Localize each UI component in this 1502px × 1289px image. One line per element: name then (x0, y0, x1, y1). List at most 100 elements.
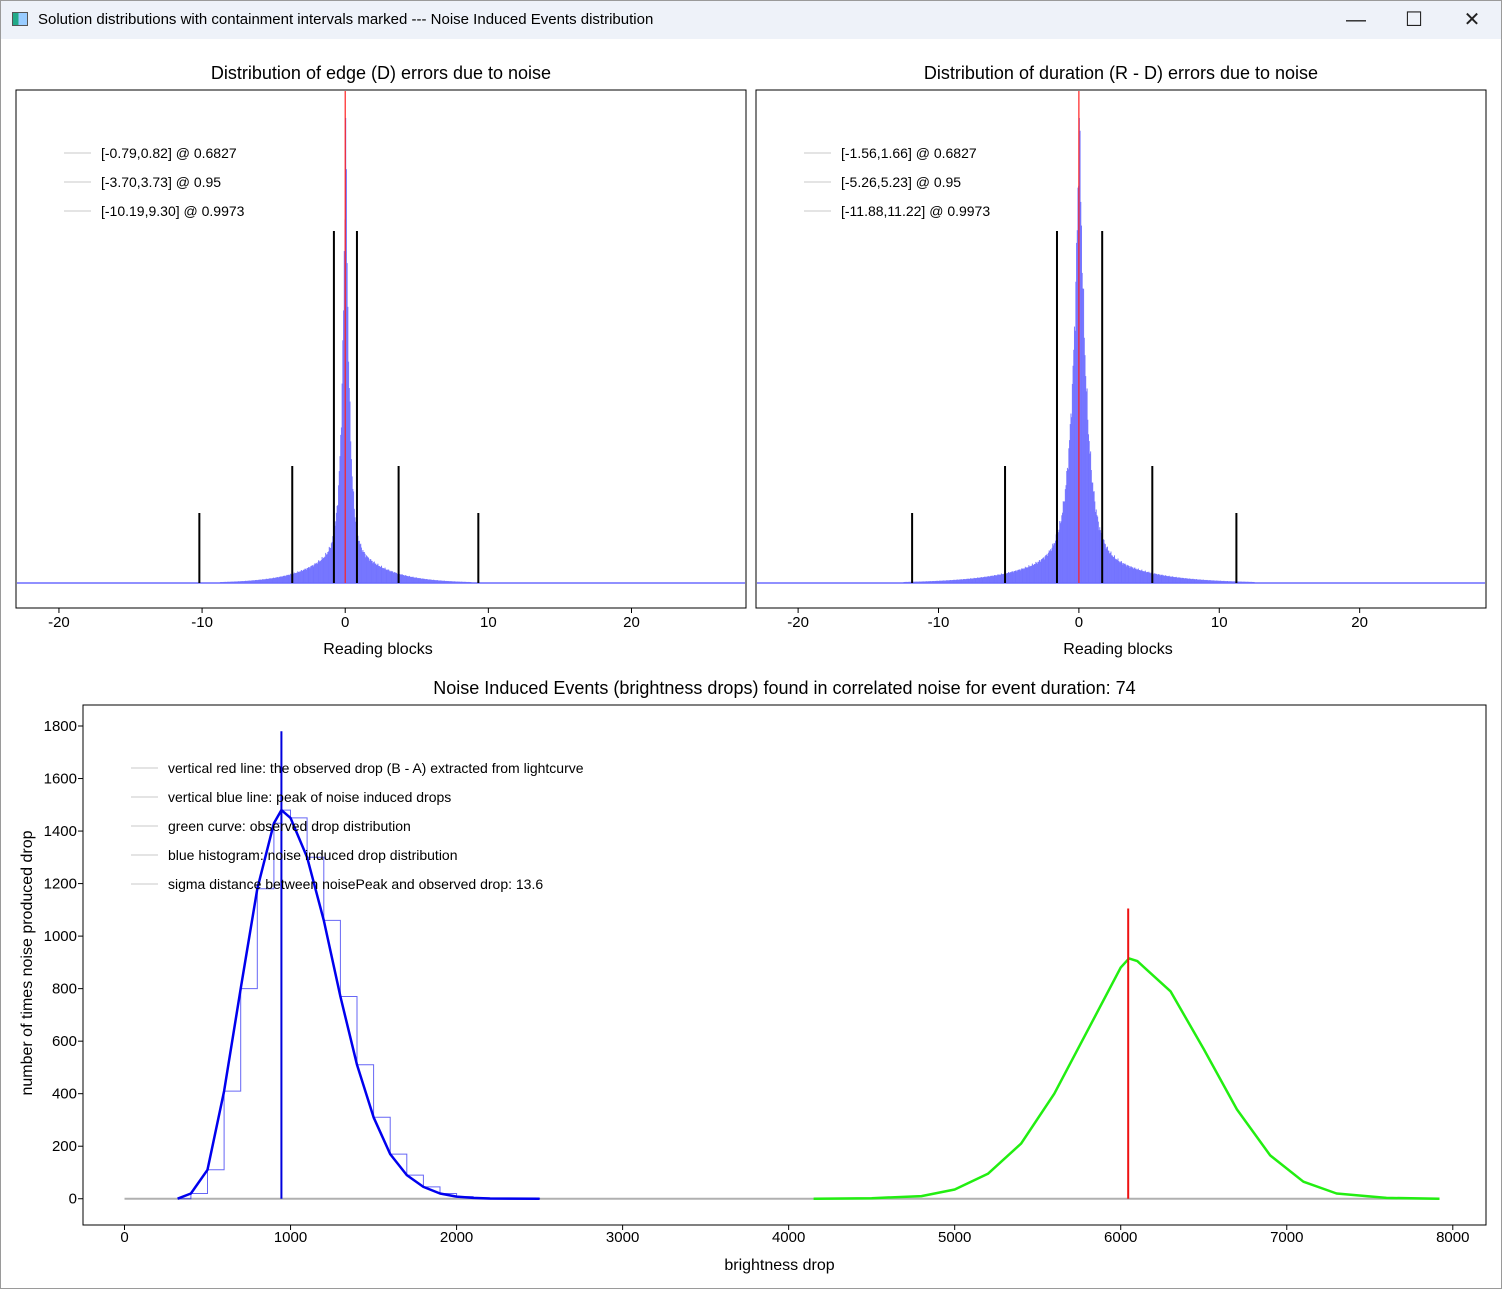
histogram-bar (318, 560, 320, 583)
histogram-bar (425, 578, 427, 583)
histogram-bar (903, 582, 905, 583)
histogram-bar (930, 581, 932, 583)
legend-label: blue histogram: noise induced drop distr… (168, 847, 458, 863)
histogram-bar (270, 578, 272, 583)
histogram-bar (1108, 550, 1110, 583)
histogram-bar (924, 581, 926, 583)
histogram-bar (322, 558, 324, 583)
histogram-bar (942, 580, 944, 583)
histogram-bar (1054, 543, 1056, 583)
histogram-bar (302, 569, 304, 583)
histogram-bar (277, 577, 279, 583)
maximize-button[interactable]: ☐ (1405, 9, 1423, 31)
histogram-bar (1193, 579, 1195, 583)
histogram-bar (224, 581, 226, 583)
histogram-bar (932, 581, 934, 583)
histogram-bar (1050, 550, 1052, 583)
histogram-bar (362, 549, 364, 583)
x-axis-label: brightness drop (724, 1257, 834, 1274)
histogram-bar (1197, 579, 1199, 583)
histogram-bar (1111, 555, 1113, 583)
histogram-bar (370, 559, 372, 583)
legend-label: vertical blue line: peak of noise induce… (168, 789, 451, 805)
close-button[interactable]: ✕ (1463, 9, 1481, 31)
histogram-bar (462, 581, 464, 583)
histogram-bar (283, 575, 285, 583)
legend-label: [-5.26,5.23] @ 0.95 (841, 174, 961, 190)
histogram-bar (1048, 552, 1049, 583)
histogram-bar (1104, 544, 1106, 583)
histogram-bar (1195, 579, 1197, 583)
histogram-bar (338, 471, 340, 583)
x-tick-label: 1000 (274, 1229, 307, 1246)
histogram-bar (1001, 574, 1003, 583)
histogram-bar (319, 560, 321, 583)
histogram-bar (1117, 558, 1119, 583)
histogram-bar (1229, 581, 1231, 583)
histogram-bar (1080, 225, 1082, 583)
histogram-bar (268, 578, 270, 583)
histogram-bar (1069, 424, 1071, 583)
histogram-bar (1132, 568, 1134, 583)
histogram-bar (945, 580, 947, 583)
histogram-bar (393, 572, 395, 583)
blue-histogram-curve (177, 808, 540, 1200)
histogram-bar (1174, 576, 1176, 583)
histogram-bar (1239, 581, 1241, 583)
histogram-bar (1224, 581, 1226, 583)
histogram-bar (973, 577, 975, 583)
histogram-bar (366, 556, 368, 583)
histogram-bar (1169, 576, 1171, 583)
histogram-bar (448, 581, 450, 583)
minimize-button[interactable]: — (1346, 9, 1366, 31)
histogram-bar (932, 581, 934, 583)
histogram-bar (428, 579, 430, 583)
histogram-bar (411, 576, 413, 583)
histogram-bar (442, 580, 444, 583)
histogram-bar (230, 581, 232, 583)
histogram-bar (1038, 560, 1040, 583)
histogram-bar (1062, 501, 1064, 583)
histogram-bar (1087, 419, 1089, 583)
legend-label: green curve: observed drop distribution (168, 818, 411, 834)
histogram-bar (1166, 575, 1168, 583)
histogram-bar (923, 581, 925, 583)
histogram-bar (1144, 571, 1146, 583)
histogram-bar (1175, 577, 1177, 583)
legend-label: vertical red line: the observed drop (B … (168, 760, 584, 776)
histogram-bar (1157, 574, 1159, 583)
histogram-bar (956, 579, 958, 583)
histogram-bar (1241, 581, 1243, 583)
histogram-bar (925, 581, 927, 583)
title-bar[interactable]: Solution distributions with containment … (1, 1, 1501, 39)
histogram-bar (1245, 581, 1247, 583)
histogram-bar (1132, 567, 1134, 583)
histogram-bar (251, 580, 253, 583)
histogram-bar (1186, 578, 1188, 583)
histogram-bar (1062, 512, 1064, 583)
histogram-bar (265, 578, 267, 583)
histogram-bar (262, 579, 264, 583)
histogram-bar (247, 580, 249, 583)
histogram-bar (1219, 580, 1221, 583)
histogram-bar (1159, 574, 1161, 583)
histogram-bar (1088, 434, 1090, 583)
y-tick-label: 600 (52, 1033, 77, 1050)
histogram-bar (1170, 576, 1172, 583)
histogram-bar (254, 580, 256, 583)
histogram-bar (1010, 572, 1012, 583)
histogram-bar (1145, 571, 1147, 583)
histogram-bar (1181, 577, 1183, 583)
histogram-bar (313, 566, 315, 583)
histogram-bar (349, 401, 351, 583)
histogram-bar (468, 581, 470, 583)
histogram-bar (1182, 577, 1184, 583)
histogram-bar (978, 577, 980, 583)
histogram-bar (284, 575, 286, 583)
histogram-bar (412, 576, 414, 583)
histogram-bar (972, 578, 974, 583)
histogram-bar (335, 512, 337, 583)
histogram-bar (407, 576, 409, 583)
histogram-bar (279, 576, 281, 583)
